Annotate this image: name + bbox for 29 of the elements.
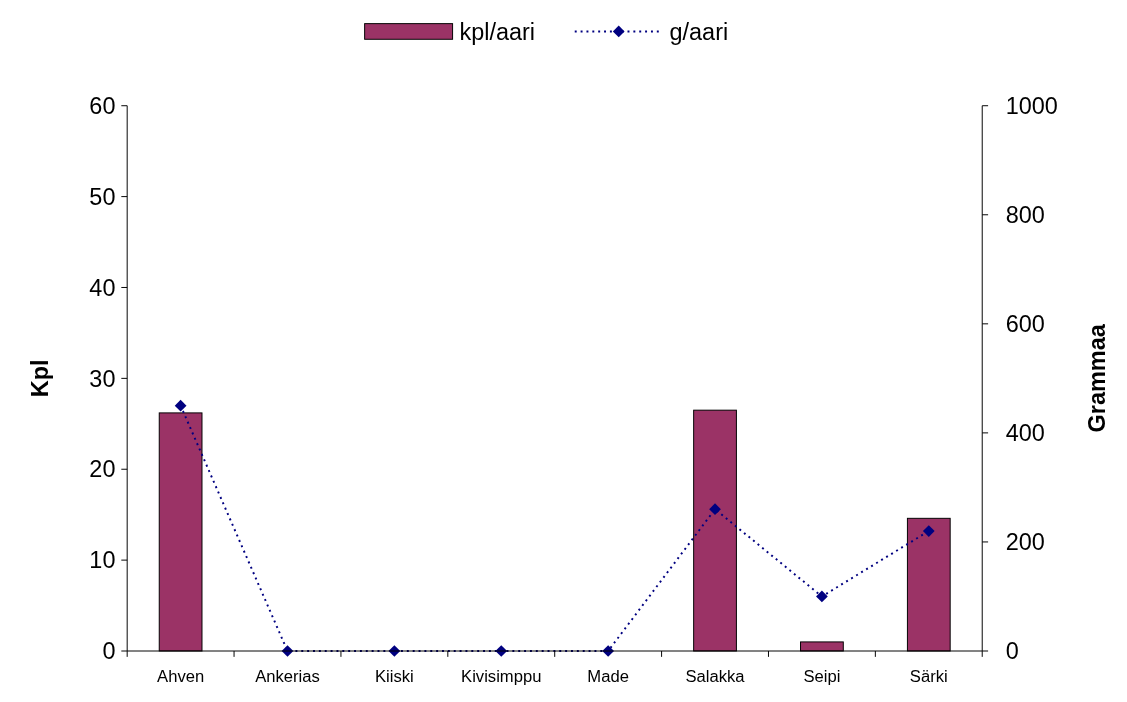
x-tick-label: Ankerias <box>255 667 320 687</box>
y2-tick-label: 800 <box>1005 201 1045 228</box>
point <box>174 399 187 412</box>
y-tick-label: 20 <box>89 456 116 483</box>
y-tick-label: 0 <box>102 638 116 665</box>
y2-tick-label: 200 <box>1005 529 1045 556</box>
legend-label: g/aari <box>669 18 729 45</box>
y-tick-label: 50 <box>89 183 116 210</box>
y2-tick-label: 400 <box>1005 420 1045 447</box>
point <box>922 525 935 537</box>
y2-tick-label: 600 <box>1005 311 1045 338</box>
x-tick-label: Made <box>587 667 629 687</box>
x-tick-label: Kiiski <box>375 667 414 687</box>
y2-tick-label: 0 <box>1005 638 1019 665</box>
y-tick-label: 10 <box>89 547 116 574</box>
x-tick-label: Särki <box>909 667 948 687</box>
x-tick-label: Salakka <box>685 667 746 687</box>
y-tick-label: 40 <box>89 274 116 301</box>
y-axis-title: Kpl <box>27 359 54 398</box>
legend-label: kpl/aari <box>459 18 535 45</box>
x-tick-label: Kivisimppu <box>461 667 542 687</box>
y2-axis-title: Grammaa <box>1084 323 1111 433</box>
x-tick-label: Seipi <box>803 667 841 687</box>
y-tick-label: 60 <box>89 92 116 119</box>
point <box>709 503 721 516</box>
y2-tick-label: 1000 <box>1005 92 1058 119</box>
x-tick-label: Ahven <box>157 667 205 687</box>
y-tick-label: 30 <box>89 365 116 392</box>
point <box>816 590 828 603</box>
